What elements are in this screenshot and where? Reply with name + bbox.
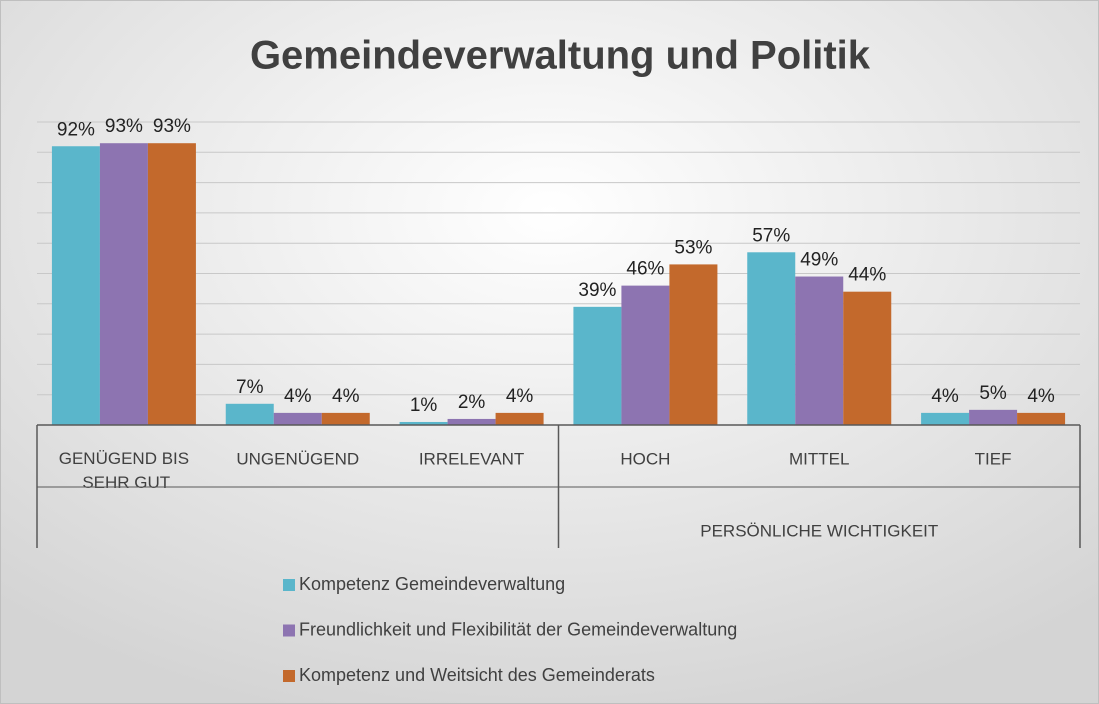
bar [399,421,448,425]
value-label: 53% [674,237,712,258]
bar [273,412,322,425]
value-label: 92% [57,119,95,140]
bar [147,143,196,425]
value-label: 93% [153,116,191,137]
value-label: 4% [284,386,312,407]
bar [795,276,844,425]
value-label: 93% [105,116,143,137]
legend-swatch [283,579,295,591]
legend-swatch [283,670,295,682]
x-tick-label: TIEF [975,449,1012,468]
x-tick-label: HOCH [620,449,670,468]
bar [969,409,1018,425]
value-label: 4% [506,386,534,407]
bar [921,412,970,425]
value-label: 44% [848,265,886,286]
value-label: 5% [979,383,1007,404]
value-label: 2% [458,392,486,413]
chart-title: Gemeindeverwaltung und Politik [250,34,871,78]
legend-label: Kompetenz und Weitsicht des Gemeinderats [299,665,655,685]
legend-label: Freundlichkeit und Flexibilität der Geme… [299,619,737,639]
bar [747,252,796,425]
bar [573,306,622,425]
bar [99,143,148,425]
bar [843,291,892,425]
bar [225,403,274,425]
value-label: 1% [410,395,438,416]
x-tick-label: IRRELEVANT [419,449,525,468]
bar [51,146,100,426]
legend-label: Kompetenz Gemeindeverwaltung [299,574,565,594]
value-label: 4% [1027,386,1055,407]
value-label: 7% [236,377,264,398]
bar [1017,412,1066,425]
bar [447,418,496,425]
value-label: 4% [332,386,360,407]
x-tick-label: MITTEL [789,449,849,468]
value-label: 49% [800,250,838,271]
bar [495,412,544,425]
x-tick-label: GENÜGEND BIS SEHR GUT [59,449,189,492]
value-label: 57% [752,225,790,246]
bar [621,285,670,425]
bar [321,412,370,425]
legend-swatch [283,624,295,637]
value-label: 4% [931,386,959,407]
value-label: 46% [626,259,664,280]
x-tick-label: UNGENÜGEND [236,449,359,468]
bar [669,264,718,425]
group-label: PERSÖNLICHE WICHTIGKEIT [700,521,938,540]
value-label: 39% [578,280,616,301]
